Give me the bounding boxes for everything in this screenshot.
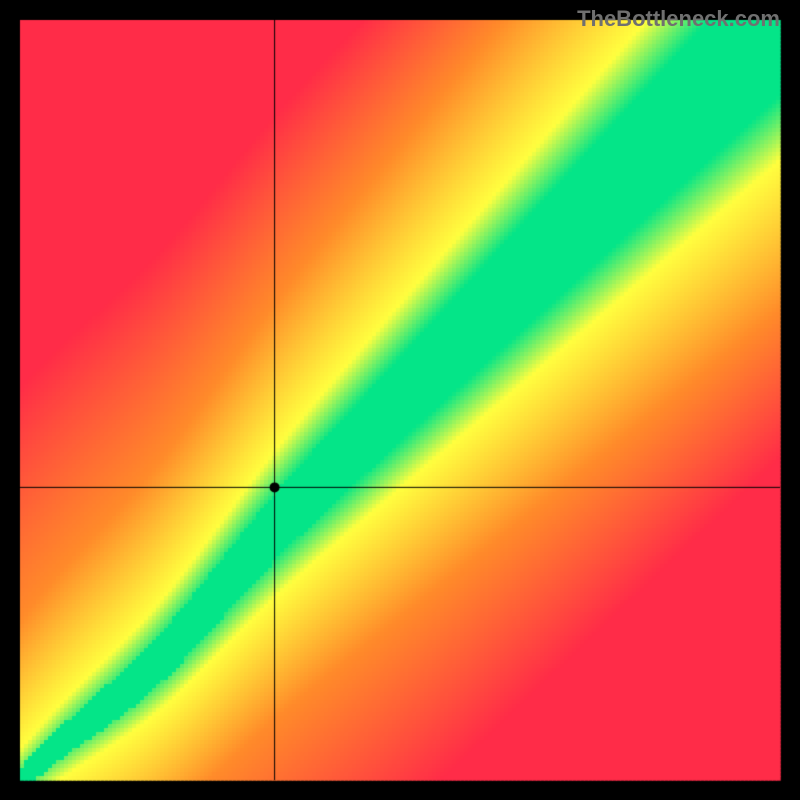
chart-container: TheBottleneck.com: [0, 0, 800, 800]
heatmap-canvas: [0, 0, 800, 800]
watermark-text: TheBottleneck.com: [577, 6, 780, 32]
